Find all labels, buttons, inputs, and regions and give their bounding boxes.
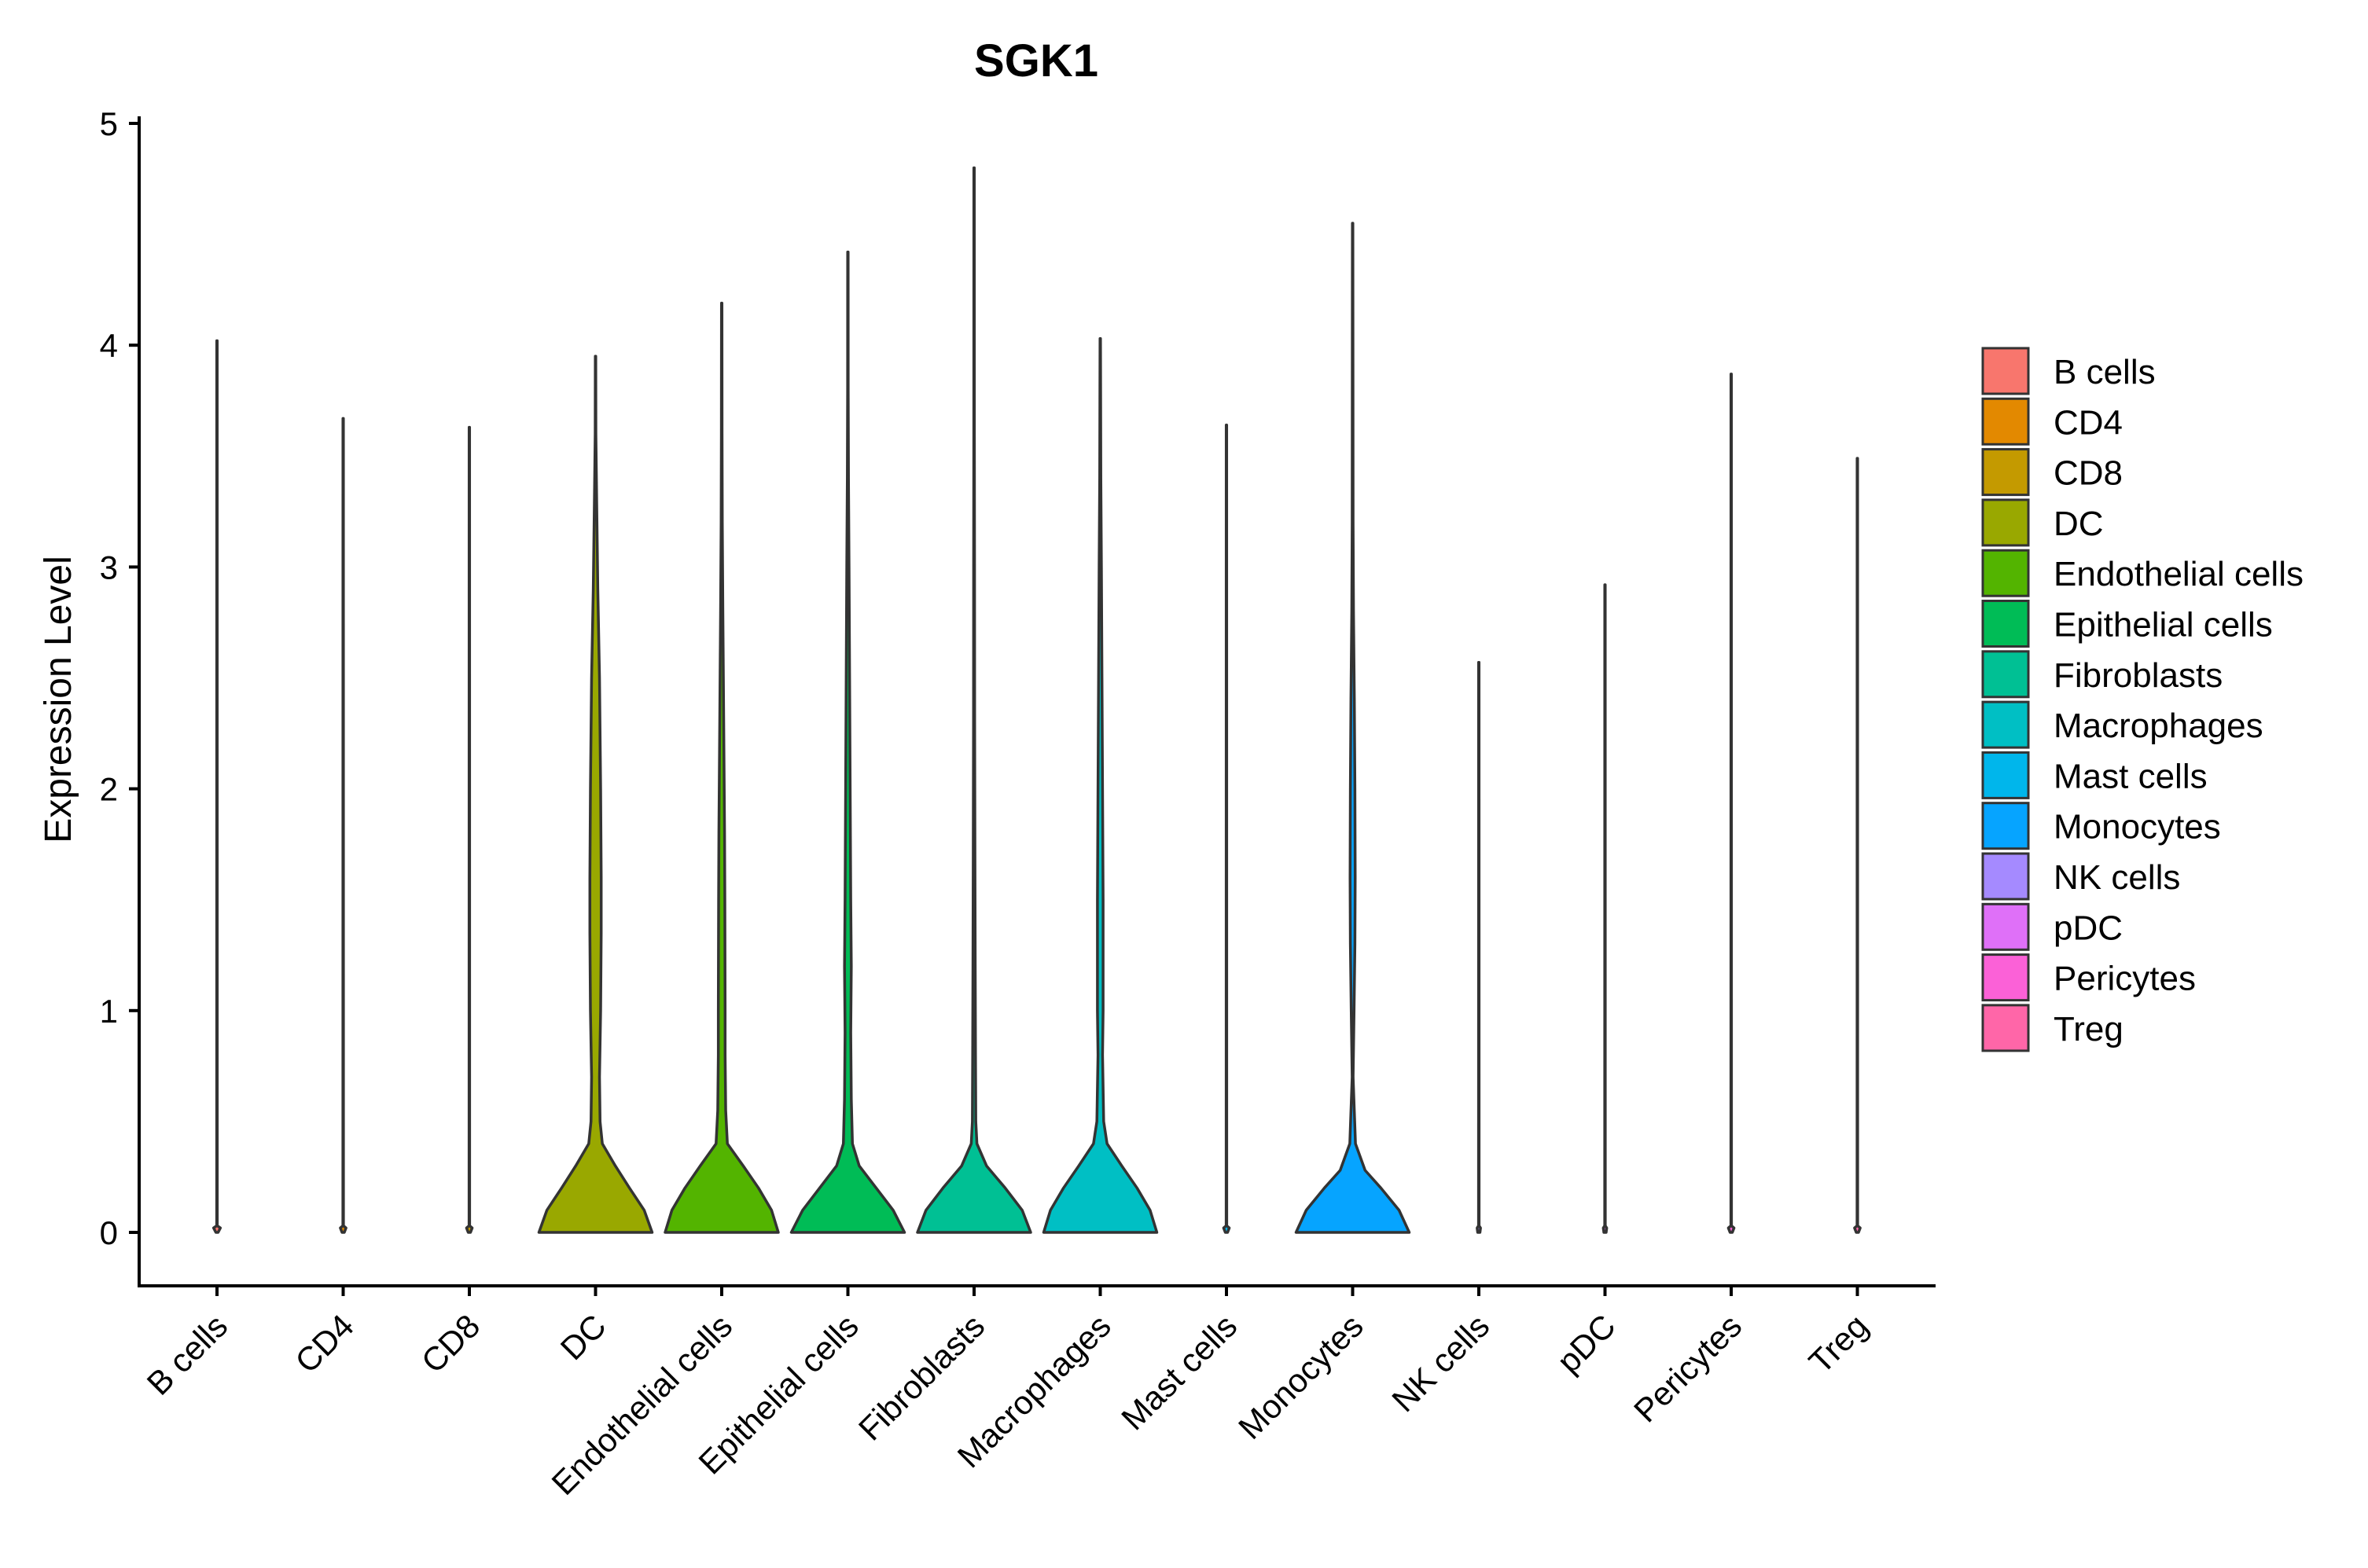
legend-swatch-endothelial-cells: [1981, 549, 2030, 597]
x-tick-label-fibroblasts: Fibroblasts: [851, 1307, 991, 1447]
legend: B cells CD4 CD8 DC Endothelial cells Epitheli…: [1981, 347, 2304, 1052]
axes-group: [138, 116, 1936, 1287]
legend-swatch-epithelial-cells: [1981, 600, 2030, 648]
legend-label-pericytes: Pericytes: [2054, 960, 2196, 998]
legend-swatch-monocytes: [1981, 802, 2030, 850]
violin-epithelial-cells: [789, 250, 906, 1234]
y-axis-label: Expression Level: [38, 556, 79, 843]
x-tick-label-mast-cells: Mast cells: [1114, 1307, 1244, 1437]
violin-pdc: [1601, 583, 1609, 1234]
violin-pericytes: [1726, 373, 1736, 1234]
legend-swatch-fibroblasts: [1981, 650, 2030, 699]
legend-label-nk-cells: NK cells: [2054, 858, 2180, 897]
legend-label-treg: Treg: [2054, 1010, 2123, 1048]
violin-dc: [537, 354, 654, 1234]
legend-swatch-pericytes: [1981, 953, 2030, 1002]
x-tick-label-pdc: pDC: [1550, 1307, 1623, 1380]
y-tick-label: 2: [100, 771, 118, 808]
x-tick-label-treg: Treg: [1802, 1307, 1875, 1380]
violin-monocytes: [1294, 222, 1411, 1234]
legend-label-pdc: pDC: [2054, 909, 2123, 947]
legend-swatch-treg: [1981, 1004, 2030, 1052]
legend-label-macrophages: Macrophages: [2054, 707, 2263, 745]
violin-treg: [1853, 457, 1862, 1234]
legend-label-epithelial-cells: Epithelial cells: [2054, 606, 2273, 644]
x-tick-label-monocytes: Monocytes: [1231, 1307, 1370, 1446]
violin-macrophages: [1042, 336, 1159, 1234]
violin-cd8: [465, 425, 474, 1234]
legend-label-monocytes: Monocytes: [2054, 808, 2221, 846]
legend-swatch-b-cells: [1981, 347, 2030, 395]
legend-swatch-pdc: [1981, 902, 2030, 951]
x-tick-label-nk-cells: NK cells: [1384, 1307, 1496, 1419]
violin-fibroblasts: [916, 166, 1032, 1234]
x-tick-label-pericytes: Pericytes: [1627, 1307, 1748, 1429]
legend-label-cd4: CD4: [2054, 403, 2123, 442]
x-tick-label-b-cells: B cells: [140, 1307, 235, 1402]
violin-endothelial-cells: [664, 301, 780, 1234]
legend-swatch-cd8: [1981, 448, 2030, 497]
x-tick-label-dc: DC: [553, 1307, 613, 1367]
legend-swatch-nk-cells: [1981, 852, 2030, 901]
legend-swatch-mast-cells: [1981, 751, 2030, 799]
violin-mast-cells: [1222, 424, 1231, 1234]
y-tick-label: 0: [100, 1214, 118, 1251]
chart-title: SGK1: [974, 35, 1098, 86]
y-tick-label: 5: [100, 105, 118, 142]
x-tick-label-cd4: CD4: [288, 1307, 361, 1380]
violin-nk-cells: [1476, 661, 1482, 1234]
legend-swatch-cd4: [1981, 397, 2030, 446]
violin-b-cells: [211, 339, 222, 1234]
y-ticks-group: 0 1 2 3 4 5: [100, 105, 139, 1251]
y-tick-label: 1: [100, 993, 118, 1030]
legend-label-mast-cells: Mast cells: [2054, 757, 2208, 795]
violin-cd4: [339, 417, 347, 1234]
legend-swatch-dc: [1981, 498, 2030, 547]
y-tick-label: 4: [100, 327, 118, 364]
y-tick-label: 3: [100, 549, 118, 586]
legend-label-fibroblasts: Fibroblasts: [2054, 656, 2223, 695]
legend-swatch-macrophages: [1981, 700, 2030, 749]
legend-label-cd8: CD8: [2054, 454, 2123, 493]
legend-label-endothelial-cells: Endothelial cells: [2054, 555, 2304, 593]
legend-label-b-cells: B cells: [2054, 353, 2156, 391]
legend-label-dc: DC: [2054, 505, 2104, 543]
violins-group: [211, 166, 1862, 1234]
x-tick-label-cd8: CD8: [414, 1307, 487, 1380]
